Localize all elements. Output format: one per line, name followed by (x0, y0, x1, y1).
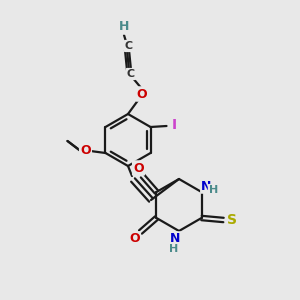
Text: O: O (137, 88, 147, 100)
Text: O: O (133, 161, 144, 175)
Text: H: H (169, 244, 178, 254)
Text: N: N (170, 232, 180, 245)
Text: S: S (226, 213, 236, 227)
Text: H: H (209, 185, 218, 195)
Text: O: O (80, 145, 91, 158)
Text: I: I (172, 118, 177, 132)
Text: C: C (127, 69, 135, 79)
Text: C: C (125, 41, 133, 51)
Text: H: H (119, 20, 129, 34)
Text: N: N (201, 179, 212, 193)
Text: O: O (129, 232, 140, 245)
